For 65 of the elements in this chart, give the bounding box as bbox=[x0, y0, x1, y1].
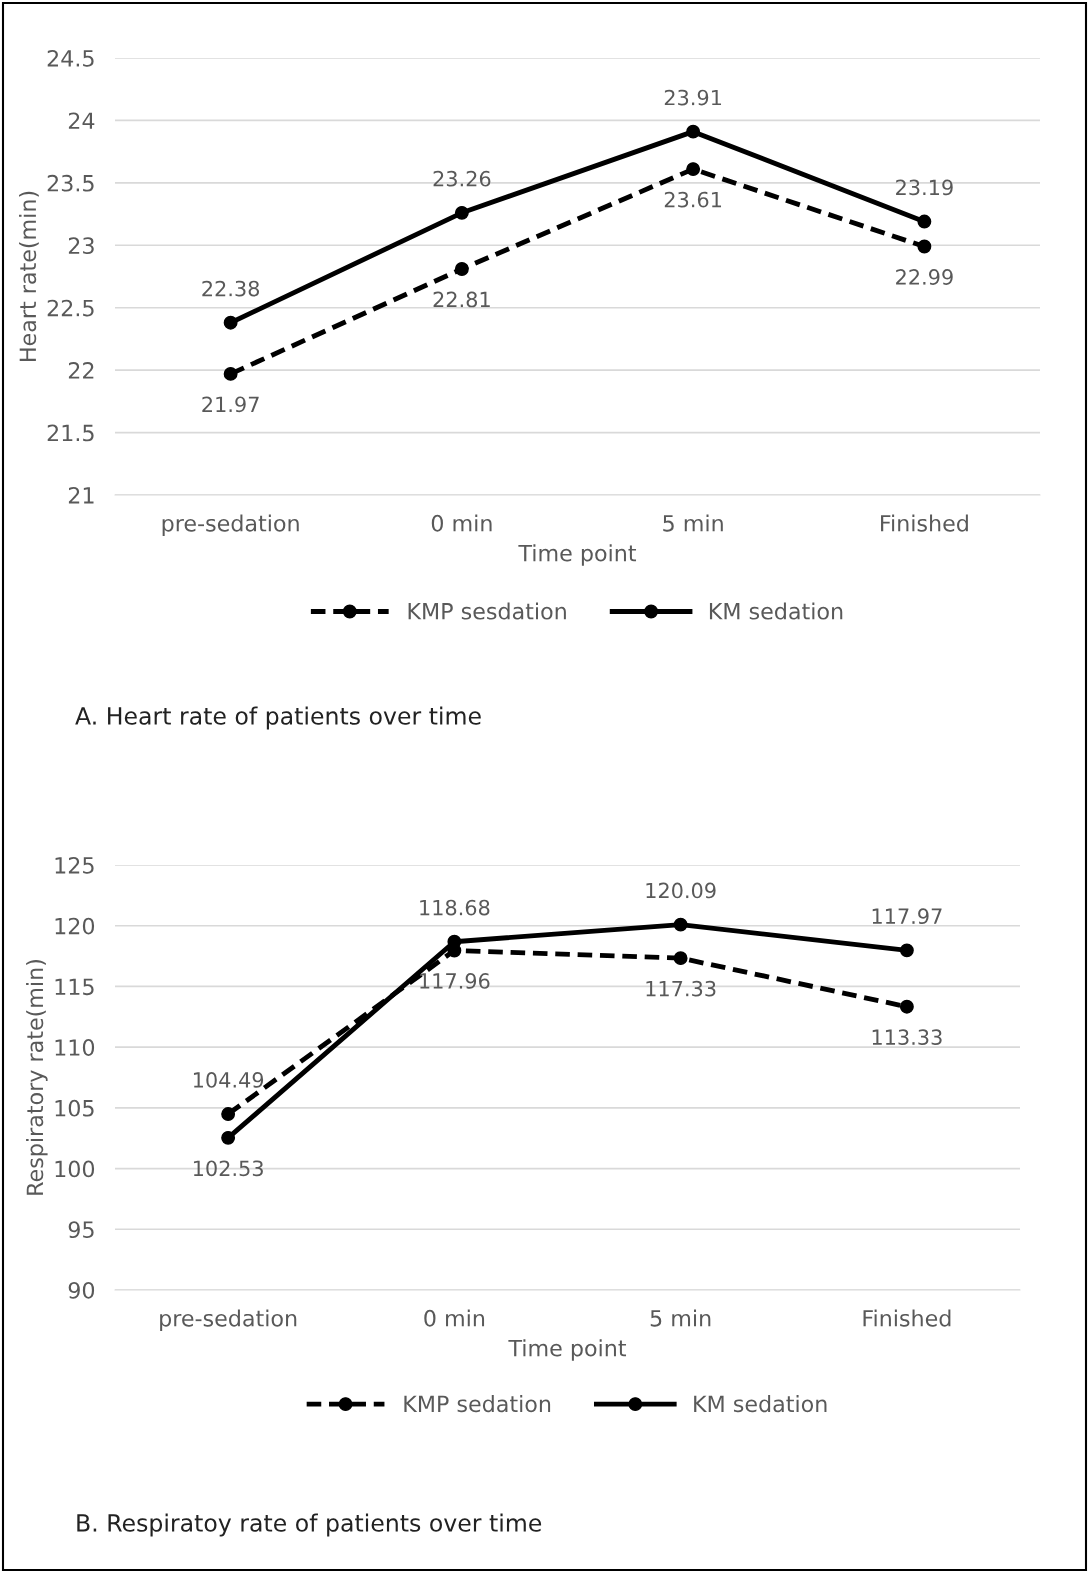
y-tick-label: 110 bbox=[55, 1039, 95, 1056]
y-tick-label: 22.5 bbox=[47, 299, 94, 317]
y-tick-label: 125 bbox=[55, 856, 94, 874]
y-tick-label: 21 bbox=[68, 486, 94, 504]
point bbox=[221, 1107, 236, 1121]
y-tick-label: 120 bbox=[55, 917, 95, 935]
y-axis-title: Heart rate(min) bbox=[19, 191, 39, 361]
y-tick-label: 24.5 bbox=[47, 49, 94, 67]
point bbox=[454, 205, 469, 220]
data-label: 117.97 bbox=[872, 908, 942, 925]
point bbox=[686, 162, 701, 177]
data-label: 120.09 bbox=[646, 882, 716, 899]
legend-label: KM sedation bbox=[709, 602, 843, 620]
data-label: 23.26 bbox=[433, 170, 491, 187]
y-tick-label: 90 bbox=[68, 1281, 95, 1299]
y-tick-label: 95 bbox=[68, 1221, 94, 1239]
data-label: 22.99 bbox=[896, 269, 953, 285]
data-label: 23.19 bbox=[896, 179, 953, 196]
x-tick-label: Finished bbox=[863, 1309, 951, 1327]
x-tick-label: 0 min bbox=[431, 514, 492, 532]
point bbox=[221, 1130, 236, 1145]
data-label: 117.33 bbox=[646, 980, 716, 997]
data-label: 102.53 bbox=[193, 1160, 263, 1177]
x-tick-label: pre-sedation bbox=[160, 1309, 297, 1331]
x-tick-label: 0 min bbox=[424, 1309, 485, 1327]
point bbox=[447, 934, 462, 949]
legend-label: KMP sesdation bbox=[408, 602, 566, 620]
data-label: 118.68 bbox=[420, 899, 490, 916]
data-label: 104.49 bbox=[193, 1072, 264, 1088]
text: B. Respiratoy rate of patients over time bbox=[77, 1513, 542, 1537]
point bbox=[673, 951, 688, 966]
y-tick-label: 21.5 bbox=[47, 424, 94, 442]
x-axis-title: Time point bbox=[508, 1339, 627, 1361]
x-tick-label: pre-sedation bbox=[162, 514, 299, 536]
legend-label: KMP sedation bbox=[404, 1395, 551, 1413]
data-label: 23.61 bbox=[664, 191, 722, 208]
legend-label: KM sedation bbox=[694, 1395, 827, 1413]
data-label: 21.97 bbox=[202, 396, 259, 413]
data-label: 22.38 bbox=[202, 280, 260, 297]
x-tick-label: Finished bbox=[881, 514, 968, 532]
y-tick-label: 100 bbox=[55, 1160, 95, 1178]
y-tick-label: 22 bbox=[68, 362, 94, 379]
y-tick-label: 24 bbox=[68, 112, 95, 129]
point bbox=[223, 366, 238, 381]
text: A. Heart rate of patients over time bbox=[75, 706, 481, 730]
data-label: 113.33 bbox=[872, 1029, 942, 1046]
point bbox=[223, 315, 238, 330]
y-axis-title: Respiratory rate(min) bbox=[26, 960, 48, 1195]
point bbox=[454, 262, 469, 276]
data-label: 117.96 bbox=[420, 973, 490, 989]
point bbox=[686, 124, 701, 139]
x-tick-label: 5 min bbox=[650, 1309, 711, 1327]
point bbox=[899, 943, 914, 958]
y-tick-label: 105 bbox=[55, 1099, 94, 1117]
point bbox=[899, 999, 914, 1014]
x-tick-label: 5 min bbox=[663, 514, 723, 532]
x-axis-title: Time point bbox=[518, 544, 637, 566]
data-label: 23.91 bbox=[664, 89, 722, 106]
y-tick-label: 115 bbox=[55, 978, 94, 996]
point bbox=[917, 239, 932, 254]
point bbox=[673, 917, 688, 932]
point bbox=[917, 214, 932, 229]
data-label: 22.81 bbox=[433, 291, 490, 308]
y-tick-label: 23 bbox=[68, 237, 94, 255]
y-tick-label: 23.5 bbox=[47, 174, 94, 192]
